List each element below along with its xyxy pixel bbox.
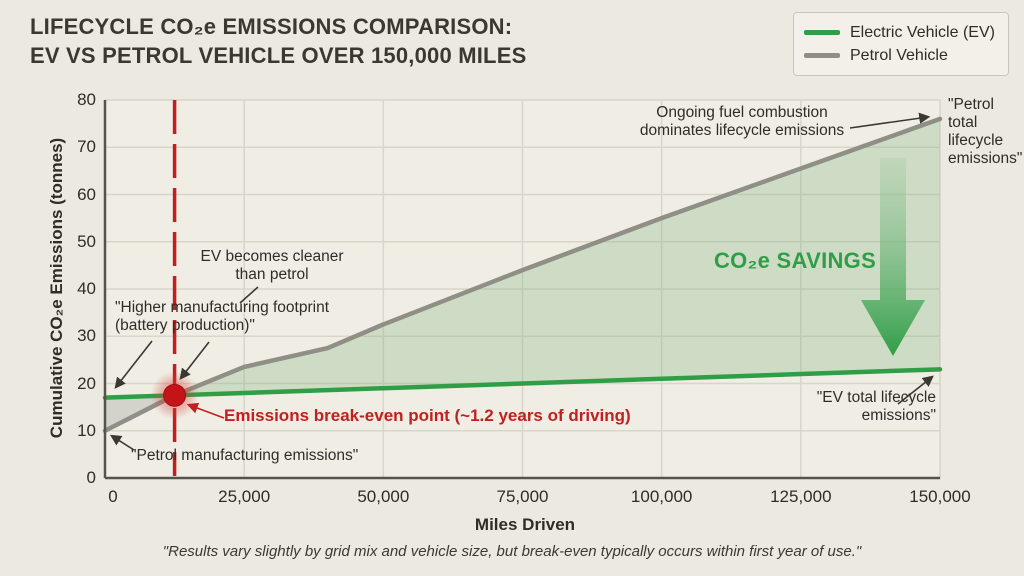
- y-tick-label: 80: [77, 90, 96, 109]
- title-line-1: LIFECYCLE CO₂e EMISSIONS COMPARISON:: [30, 14, 513, 39]
- x-tick-label: 150,000: [909, 487, 971, 506]
- y-tick-label: 40: [77, 279, 96, 298]
- arrow-breakeven-to-dot: [186, 402, 225, 419]
- break-even-glow: [150, 371, 199, 420]
- y-tick-label: 60: [77, 184, 96, 204]
- x-tick-label: 75,000: [496, 487, 549, 506]
- annotation-higher-manufacturing: "Higher manufacturing footprint (battery…: [115, 299, 330, 334]
- petrol-line-swatch: [804, 53, 840, 58]
- title-line-2: EV VS PETROL VEHICLE OVER 150,000 MILES: [30, 43, 527, 68]
- x-tick-label: 25,000: [218, 487, 271, 506]
- y-tick-label: 10: [77, 420, 96, 440]
- annotation-ev-becomes-cleaner: EV becomes cleaner than petrol: [200, 248, 344, 283]
- annotation-petrol-total-lifecycle: "Petrol total lifecycle emissions": [948, 96, 1023, 167]
- y-tick-label: 50: [77, 231, 96, 251]
- page-title: LIFECYCLE CO₂e EMISSIONS COMPARISON: EV …: [30, 12, 526, 70]
- chart-legend: Electric Vehicle (EV) Petrol Vehicle: [793, 12, 1009, 76]
- annotation-ongoing-fuel-combustion: Ongoing fuel combustion dominates lifecy…: [639, 104, 845, 139]
- x-tick-label: 50,000: [357, 487, 410, 506]
- annotation-petrol-manufacturing: "Petrol manufacturing emissions": [131, 447, 359, 464]
- legend-label-ev: Electric Vehicle (EV): [850, 23, 995, 41]
- annotation-co2e-savings: CO₂e SAVINGS: [713, 248, 877, 273]
- x-tick-label: 125,000: [770, 487, 832, 506]
- y-tick-label: 20: [77, 373, 96, 393]
- x-tick-label: 0: [108, 487, 118, 506]
- legend-item-petrol: Petrol Vehicle: [804, 44, 998, 67]
- y-tick-label: 0: [86, 468, 96, 487]
- legend-label-petrol: Petrol Vehicle: [850, 46, 948, 64]
- break-even-dot: [163, 383, 187, 407]
- y-tick-label: 30: [77, 326, 96, 346]
- x-tick-label: 100,000: [630, 487, 693, 506]
- manufacturing-gap-area: [105, 395, 175, 431]
- annotation-ev-total-lifecycle: "EV total lifecycle emissions": [816, 389, 936, 424]
- ev-line-swatch: [804, 30, 840, 35]
- annotation-break-even-point: Emissions break-even point (~1.2 years o…: [224, 406, 631, 425]
- footer-note: "Results vary slightly by grid mix and v…: [162, 543, 862, 560]
- x-axis-title: Miles Driven: [474, 515, 576, 534]
- arrow-highermfg-to-ev-start: [114, 340, 153, 389]
- y-tick-label: 70: [77, 137, 96, 157]
- legend-item-ev: Electric Vehicle (EV): [804, 21, 998, 44]
- arrow-highermfg-to-dot: [179, 341, 210, 380]
